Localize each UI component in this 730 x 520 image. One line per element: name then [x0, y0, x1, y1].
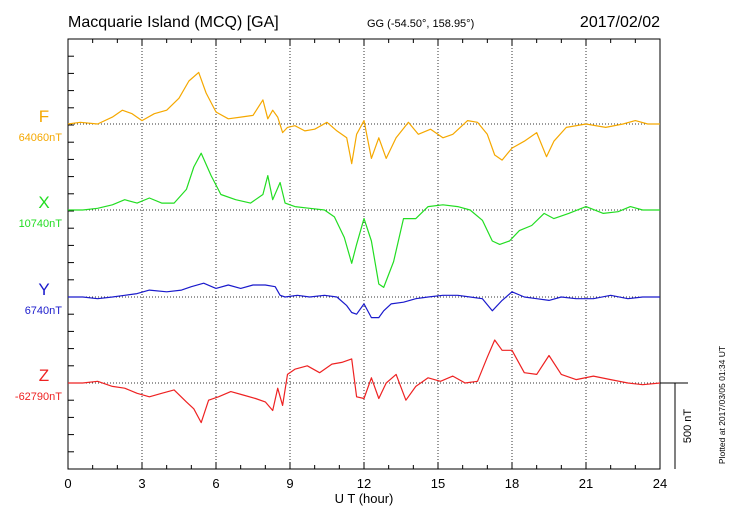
chart-date: 2017/02/02 — [580, 14, 660, 31]
x-tick-label: 15 — [431, 476, 445, 491]
station-coordinates: GG (-54.50°, 158.95°) — [367, 18, 474, 30]
x-tick-label: 0 — [64, 476, 71, 491]
x-tick-label: 18 — [505, 476, 519, 491]
grid-lines — [68, 39, 660, 469]
series-layer — [67, 71, 661, 424]
scale-bar-label: 500 nT — [682, 409, 694, 444]
series-baseline-Y: 6740nT — [25, 305, 63, 317]
x-tick-label: 24 — [653, 476, 667, 491]
series-labels: 0 3 6 9 12 15 18 21 24 F 64060nT X 10740nT Y 6740nT Z -6… — [15, 107, 667, 491]
series-name-Y: Y — [38, 280, 49, 299]
series-baseline-X: 10740nT — [19, 218, 63, 230]
scale-bar: 500 nT — [660, 382, 694, 469]
series-baseline-Z: -62790nT — [15, 391, 62, 403]
series-line-Y — [68, 282, 660, 319]
series-baseline-F: 64060nT — [19, 132, 63, 144]
plot-frame — [67, 38, 661, 470]
series-line-X — [68, 152, 660, 288]
x-axis-label: U T (hour) — [335, 491, 394, 506]
axis-ticks — [67, 39, 661, 470]
x-tick-label: 12 — [357, 476, 371, 491]
series-name-F: F — [39, 107, 49, 126]
x-tick-label: 21 — [579, 476, 593, 491]
x-tick-label: 9 — [286, 476, 293, 491]
series-name-Z: Z — [39, 366, 49, 385]
x-tick-label: 6 — [212, 476, 219, 491]
x-tick-label: 3 — [138, 476, 145, 491]
series-line-F — [67, 71, 660, 165]
plotted-at-note: Plotted at 2017/03/05 01:34 UT — [717, 346, 727, 464]
series-line-Z — [68, 339, 661, 424]
series-name-X: X — [38, 193, 49, 212]
station-title: Macquarie Island (MCQ) [GA] — [68, 14, 279, 31]
